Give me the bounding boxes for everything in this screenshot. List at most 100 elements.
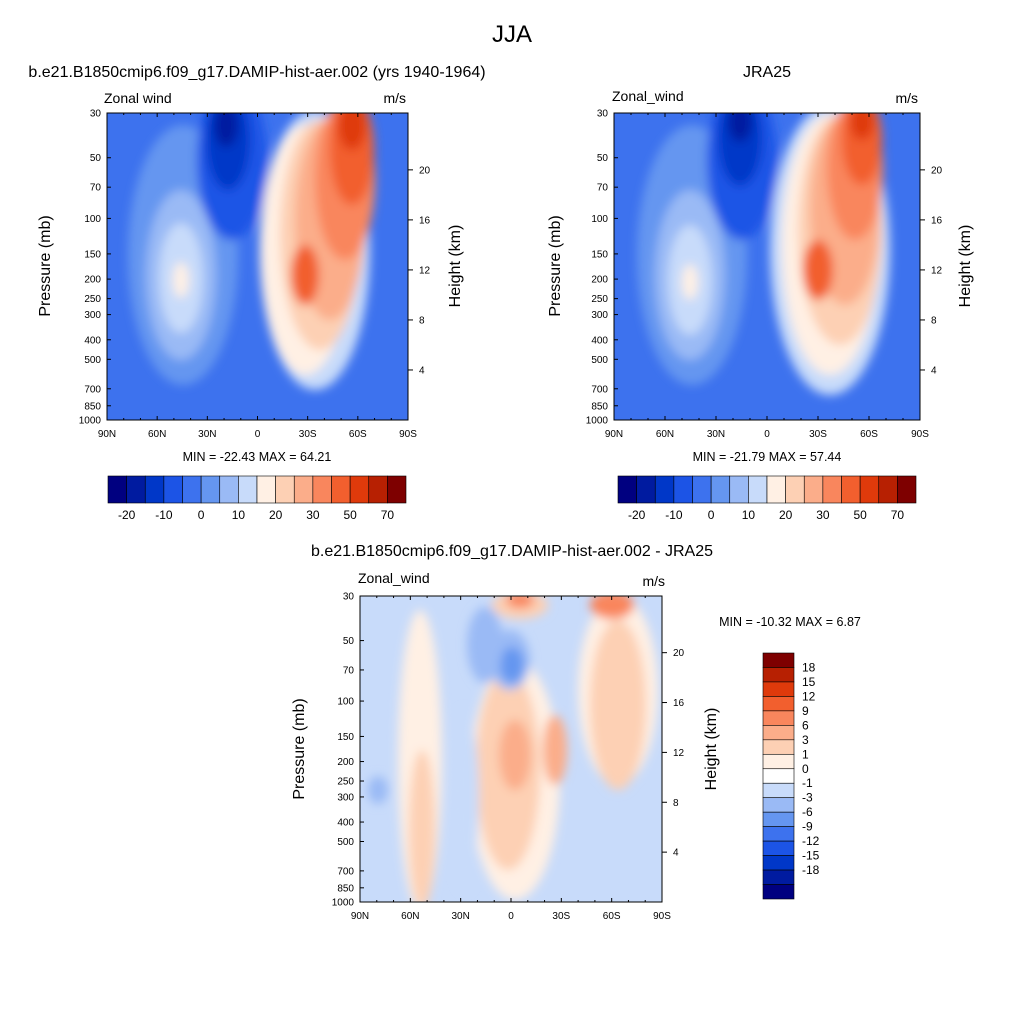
y-tick-label: 50 [597,153,609,164]
colorbar-swatch [762,753,795,770]
y-axis-left: 30 50 70 100 150 200 250 300 400 500 700 850 1000 [79,109,111,427]
colorbar-swatch [762,869,795,885]
colorbar-label: -12 [802,834,820,848]
colorbar-swatch [762,681,795,697]
y-axis-right: 20 16 12 8 4 [920,165,943,376]
colorbar: -20 -10 0 10 20 30 50 70 [617,475,917,522]
y-tick-label: 1000 [586,416,609,427]
colorbar-label: 30 [816,508,830,522]
y-tick-label: 150 [591,249,608,260]
colorbar-swatch [349,475,370,504]
colorbar-swatch [387,475,407,504]
colorbar-label: 50 [343,508,357,522]
colorbar-swatch [107,475,127,504]
y-right-tick-label: 20 [419,165,431,176]
y-tick-label: 30 [90,109,102,120]
panel-title: JRA25 [743,64,791,81]
y-axis-right: 20 16 12 8 4 [408,165,431,376]
y-tick-label: 150 [337,732,354,743]
y-tick-label: 1000 [332,898,355,909]
y-right-tick-label: 4 [673,848,679,859]
colorbar-swatch [312,475,332,504]
y-tick-label: 30 [343,592,355,603]
colorbar-label: 0 [198,508,205,522]
colorbar-swatch [762,739,795,755]
y-tick-label: 400 [337,818,354,829]
colorbar-swatch [762,797,795,813]
y-tick-label: 500 [84,355,101,366]
y-tick-label: 500 [337,837,354,848]
colorbar-label: 30 [306,508,320,522]
contour-field [107,113,408,420]
y-axis-right-title: Height (km) [957,225,974,308]
y-axis-right-title: Height (km) [703,708,720,791]
x-tick-label: 30N [451,911,469,922]
y-right-tick-label: 8 [673,798,679,809]
y-tick-label: 100 [591,214,608,225]
x-tick-label: 90N [98,429,116,440]
x-tick-label: 60N [656,429,674,440]
colorbar-label: -10 [155,508,173,522]
x-tick-label: 30S [299,429,317,440]
colorbar-swatch [256,475,276,504]
contour-field [360,596,662,902]
colorbar-label: 1 [802,747,809,761]
y-right-tick-label: 16 [419,215,431,226]
x-tick-label: 60S [860,429,878,440]
y-tick-label: 50 [90,153,102,164]
y-right-tick-label: 4 [931,365,937,376]
y-tick-label: 100 [337,697,354,708]
colorbar-swatch [878,475,898,504]
min-max-label: MIN = -21.79 MAX = 57.44 [693,450,842,464]
x-tick-label: 30N [707,429,725,440]
y-tick-label: 200 [591,275,608,286]
panel-difference: b.e21.B1850cmip6.f09_g17.DAMIP-hist-aer.… [291,543,861,922]
colorbar-swatch [219,475,239,504]
colorbar-swatch [762,884,795,900]
y-tick-label: 200 [337,757,354,768]
colorbar-label: -20 [628,508,646,522]
y-right-tick-label: 20 [931,165,943,176]
y-axis-title: Pressure (mb) [291,698,308,799]
x-tick-label: 30S [552,911,570,922]
colorbar-swatch [275,475,295,504]
colorbar-label: 3 [802,733,809,747]
colorbar-swatch [762,768,795,784]
y-tick-label: 70 [343,665,355,676]
left-string: Zonal wind [104,90,172,106]
x-tick-label: 30N [198,429,216,440]
colorbar-swatch [654,475,675,504]
y-tick-label: 300 [337,792,354,803]
y-tick-label: 300 [591,310,608,321]
y-tick-label: 150 [84,249,101,260]
colorbar-swatch [897,475,917,504]
left-string: Zonal_wind [612,88,684,104]
colorbar: -20 -10 0 10 20 30 50 70 [107,475,407,522]
colorbar-label: 70 [381,508,395,522]
panel-reference: JRA25 Zonal_wind m/s [547,64,974,522]
y-tick-label: 700 [337,866,354,877]
y-tick-label: 30 [597,109,609,120]
panel-model: b.e21.B1850cmip6.f09_g17.DAMIP-hist-aer.… [28,64,485,522]
y-tick-label: 250 [591,294,608,305]
colorbar-swatch [803,475,824,504]
colorbar-swatch [762,667,795,683]
colorbar-swatch [331,475,351,504]
y-axis-right-title: Height (km) [447,225,464,308]
colorbar-swatch [163,475,183,504]
y-tick-label: 700 [591,384,608,395]
colorbar-swatch [859,475,880,504]
colorbar-swatch [762,826,795,842]
colorbar-label: -6 [802,805,813,819]
x-tick-label: 0 [764,429,770,440]
colorbar-swatch [293,475,314,504]
y-right-tick-label: 16 [673,698,685,709]
colorbar-swatch [182,475,202,504]
contour-field [614,113,920,420]
min-max-label: MIN = -10.32 MAX = 6.87 [719,615,861,629]
y-tick-label: 700 [84,384,101,395]
x-tick-label: 90S [399,429,417,440]
x-tick-label: 0 [508,911,514,922]
y-axis-left: 30 50 70 100 150 200 250 300 400 500 700 850 1000 [586,109,618,427]
y-tick-label: 250 [84,294,101,305]
